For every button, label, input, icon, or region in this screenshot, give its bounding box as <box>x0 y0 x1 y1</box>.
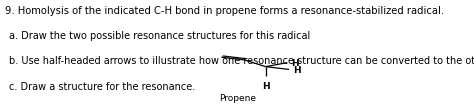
Text: a. Draw the two possible resonance structures for this radical: a. Draw the two possible resonance struc… <box>9 31 310 40</box>
Text: H: H <box>292 59 299 68</box>
Text: Propene: Propene <box>219 94 256 102</box>
Text: H: H <box>293 65 301 74</box>
Text: 9. Homolysis of the indicated C-H bond in propene forms a resonance-stabilized r: 9. Homolysis of the indicated C-H bond i… <box>5 6 444 16</box>
Text: c. Draw a structure for the resonance.: c. Draw a structure for the resonance. <box>9 81 196 91</box>
Text: b. Use half-headed arrows to illustrate how one resonance structure can be conve: b. Use half-headed arrows to illustrate … <box>9 56 474 66</box>
Text: H: H <box>262 81 269 90</box>
